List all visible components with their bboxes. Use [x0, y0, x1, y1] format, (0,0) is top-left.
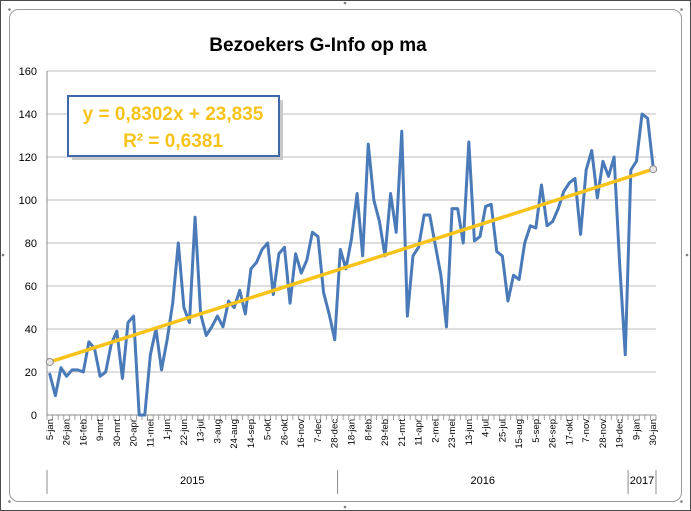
- trendline-handle-start[interactable]: [45, 357, 54, 366]
- year-label: 2017: [630, 475, 654, 487]
- x-tick-label: 28-dec: [330, 419, 341, 448]
- x-tick-label: 13-jul: [196, 419, 207, 442]
- x-tick-label: 22-jun: [179, 419, 190, 445]
- handle-top-right[interactable]: [680, 8, 683, 11]
- x-tick-label: 5-okt: [263, 419, 274, 440]
- year-label: 2015: [180, 475, 204, 487]
- y-tick-label: 120: [19, 152, 37, 164]
- y-tick-label: 160: [19, 66, 37, 78]
- y-tick-label: 40: [25, 324, 37, 336]
- trendline-r-squared: R² = 0,6381: [123, 131, 223, 152]
- handle-bottom[interactable]: [343, 505, 347, 509]
- plot-area: [45, 112, 658, 417]
- x-tick-label: 26-sep: [548, 419, 559, 448]
- y-axis-ticks: 0 20 40 60 80 100 120 140 160: [19, 66, 37, 422]
- x-tick-label: 15-aug: [514, 419, 525, 449]
- year-labels: 2015 2016 2017: [46, 470, 657, 494]
- equation-box: [67, 95, 280, 157]
- handle-top-left[interactable]: [8, 8, 11, 11]
- x-axis: [46, 71, 657, 420]
- x-tick-label: 17-okt: [564, 419, 575, 446]
- x-tick-label: 28-nov: [598, 419, 609, 448]
- x-tick-label: 19-dec: [615, 419, 626, 448]
- y-tick-label: 100: [19, 195, 37, 207]
- x-tick-label: 20-apr: [129, 419, 140, 446]
- x-tick-label: 18-jan: [347, 419, 358, 445]
- trendline: [48, 167, 655, 364]
- x-tick-label: 5-jan: [45, 419, 56, 440]
- x-tick-label: 23-mei: [447, 419, 458, 448]
- x-tick-label: 11-apr: [414, 419, 425, 446]
- year-label: 2016: [471, 475, 495, 487]
- x-tick-label: 26-jan: [62, 419, 73, 445]
- x-tick-label: 2-mei: [430, 419, 441, 443]
- trendline-equation: y = 0,8302x + 23,835: [83, 104, 264, 125]
- handle-bottom-right[interactable]: [680, 500, 683, 503]
- x-tick-label: 1-jun: [162, 419, 173, 440]
- x-tick-label: 9-jan: [631, 419, 642, 440]
- x-tick-label: 3-aug: [212, 419, 223, 443]
- handle-bottom-left[interactable]: [8, 500, 11, 503]
- x-tick-label: 16-feb: [78, 419, 89, 446]
- x-tick-label: 5-sep: [531, 419, 542, 443]
- trendline-equation-box: y = 0,8302x + 23,835 R² = 0,6381: [67, 95, 283, 160]
- handle-left[interactable]: [1, 253, 5, 257]
- handle-top[interactable]: [343, 1, 347, 5]
- handle-right[interactable]: [685, 253, 689, 257]
- x-tick-label: 7-dec: [313, 419, 324, 443]
- y-tick-label: 20: [25, 367, 37, 379]
- x-tick-label: 30-mrt: [112, 419, 123, 447]
- x-tick-label: 16-nov: [296, 419, 307, 448]
- series-line: [48, 112, 655, 417]
- trendline-handle-end[interactable]: [649, 165, 658, 174]
- x-tick-label: 25-jul: [497, 419, 508, 442]
- x-tick-label: 29-feb: [380, 419, 391, 446]
- x-tick-label: 21-mrt: [397, 419, 408, 447]
- x-tick-label: 7-nov: [581, 419, 592, 443]
- x-tick-label: 11-mei: [145, 419, 156, 447]
- x-tick-label: 14-sep: [246, 419, 257, 448]
- x-axis-labels: 5-jan 26-jan 16-feb 9-mrt 30-mrt 20-apr 11-mei…: [45, 419, 659, 449]
- chart-title: Bezoekers G-Info op ma: [209, 35, 427, 56]
- x-tick-label: 26-okt: [279, 419, 290, 446]
- x-tick-label: 4-jul: [481, 419, 492, 437]
- y-tick-label: 0: [31, 410, 37, 422]
- x-tick-label: 24-aug: [229, 419, 240, 449]
- x-tick-label: 9-mrt: [95, 419, 106, 442]
- x-tick-label: 13-jun: [464, 419, 475, 445]
- x-tick-label: 30-jan: [648, 419, 659, 445]
- y-tick-label: 140: [19, 109, 37, 121]
- x-tick-label: 8-feb: [363, 419, 374, 441]
- y-tick-label: 60: [25, 281, 37, 293]
- y-tick-label: 80: [25, 238, 37, 250]
